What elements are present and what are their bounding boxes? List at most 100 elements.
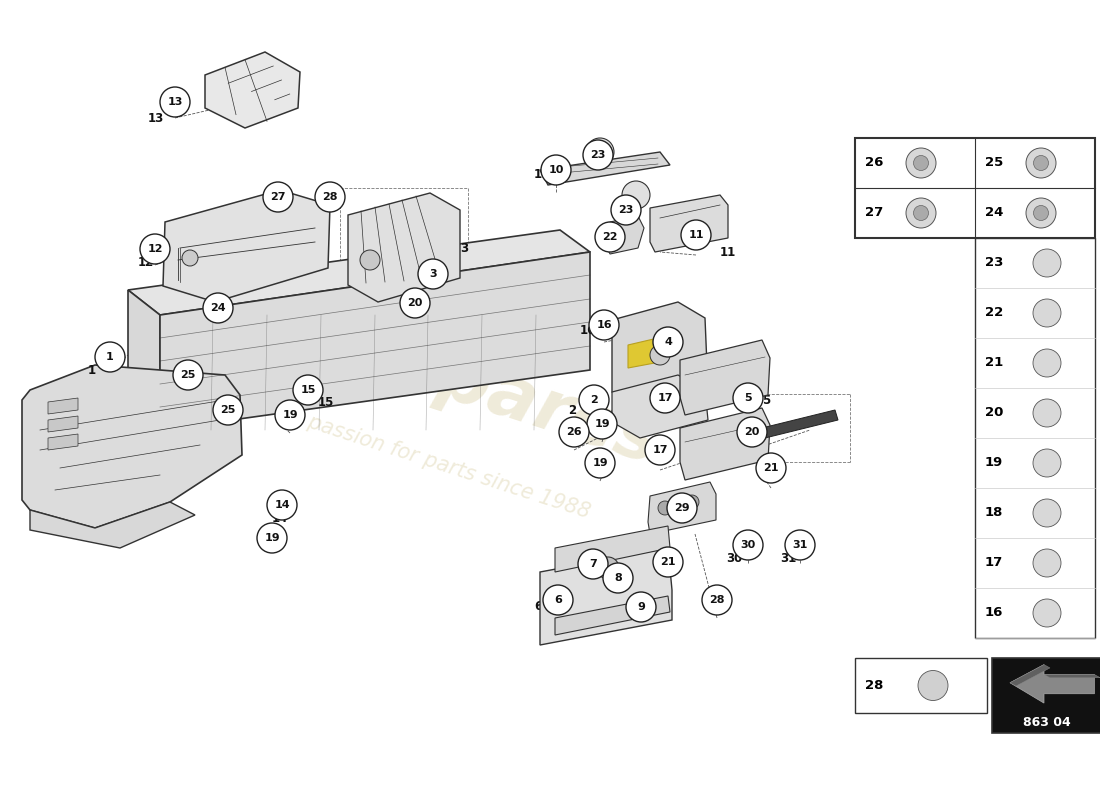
Text: 21: 21	[984, 357, 1003, 370]
Circle shape	[1026, 148, 1056, 178]
Text: 27: 27	[271, 192, 286, 202]
Circle shape	[541, 155, 571, 185]
Circle shape	[1033, 349, 1062, 377]
Text: 11: 11	[720, 246, 736, 258]
Bar	[855, 658, 987, 713]
Text: 29: 29	[674, 503, 690, 513]
Polygon shape	[556, 526, 670, 572]
Polygon shape	[680, 340, 770, 415]
Text: 31: 31	[792, 540, 807, 550]
Polygon shape	[1010, 665, 1050, 686]
Circle shape	[906, 148, 936, 178]
Text: 863 04: 863 04	[1023, 717, 1071, 730]
Polygon shape	[628, 338, 660, 368]
Circle shape	[739, 539, 757, 557]
Circle shape	[1033, 549, 1062, 577]
Polygon shape	[648, 482, 716, 534]
Circle shape	[182, 250, 198, 266]
Text: 17: 17	[658, 393, 673, 403]
Polygon shape	[30, 502, 195, 548]
Polygon shape	[556, 596, 670, 635]
Circle shape	[667, 493, 697, 523]
Circle shape	[579, 385, 609, 415]
Text: 28: 28	[865, 679, 883, 692]
Text: 30: 30	[726, 551, 742, 565]
Text: 23: 23	[618, 205, 634, 215]
Text: 15: 15	[300, 385, 316, 395]
Text: 7: 7	[590, 559, 597, 569]
Text: 12: 12	[138, 255, 154, 269]
Circle shape	[173, 360, 204, 390]
Text: 8: 8	[598, 586, 606, 598]
Text: 13: 13	[148, 111, 164, 125]
Polygon shape	[22, 365, 242, 528]
Circle shape	[275, 400, 305, 430]
Circle shape	[645, 435, 675, 465]
Circle shape	[650, 345, 670, 365]
Text: 12: 12	[147, 244, 163, 254]
Circle shape	[263, 182, 293, 212]
Text: 2: 2	[590, 395, 598, 405]
Polygon shape	[762, 410, 838, 438]
Text: ○: ○	[745, 545, 751, 551]
Circle shape	[578, 549, 608, 579]
Circle shape	[621, 181, 650, 209]
Text: 7: 7	[572, 549, 580, 562]
Text: 29: 29	[660, 518, 676, 530]
Polygon shape	[348, 193, 460, 302]
Text: 9: 9	[637, 602, 645, 612]
Circle shape	[626, 592, 656, 622]
Circle shape	[610, 195, 641, 225]
Polygon shape	[612, 375, 708, 438]
Circle shape	[650, 383, 680, 413]
Text: 5: 5	[745, 393, 751, 403]
Text: 2: 2	[568, 403, 576, 417]
Polygon shape	[680, 408, 770, 480]
Text: 24: 24	[984, 206, 1003, 219]
Circle shape	[418, 259, 448, 289]
Circle shape	[913, 155, 928, 170]
Text: 26: 26	[865, 157, 883, 170]
Circle shape	[213, 395, 243, 425]
Circle shape	[204, 293, 233, 323]
Text: 15: 15	[318, 395, 334, 409]
Text: a passion for parts since 1988: a passion for parts since 1988	[287, 406, 593, 522]
Circle shape	[1033, 249, 1062, 277]
Circle shape	[588, 310, 619, 340]
Circle shape	[315, 182, 345, 212]
Circle shape	[737, 417, 767, 447]
Polygon shape	[1044, 674, 1100, 678]
Circle shape	[1034, 155, 1048, 170]
Text: 19: 19	[594, 419, 609, 429]
Circle shape	[160, 87, 190, 117]
Text: 13: 13	[167, 97, 183, 107]
Circle shape	[1033, 499, 1062, 527]
Text: 17: 17	[652, 445, 668, 455]
Circle shape	[653, 547, 683, 577]
Circle shape	[95, 342, 125, 372]
Circle shape	[583, 140, 613, 170]
Polygon shape	[1010, 665, 1094, 703]
Circle shape	[913, 206, 928, 221]
Polygon shape	[604, 216, 644, 254]
Text: 6: 6	[554, 595, 562, 605]
Circle shape	[267, 490, 297, 520]
Text: 16: 16	[580, 323, 596, 337]
Polygon shape	[48, 416, 78, 432]
Circle shape	[595, 222, 625, 252]
Polygon shape	[128, 290, 160, 430]
Text: 17: 17	[984, 557, 1003, 570]
Text: 20: 20	[984, 406, 1003, 419]
Text: 25: 25	[220, 405, 235, 415]
Text: 28: 28	[710, 595, 725, 605]
Text: 14: 14	[272, 511, 288, 525]
Circle shape	[587, 409, 617, 439]
Circle shape	[1026, 198, 1056, 228]
Text: 23: 23	[591, 150, 606, 160]
Circle shape	[653, 327, 683, 357]
Text: 31: 31	[780, 551, 796, 565]
Text: 20: 20	[407, 298, 422, 308]
Polygon shape	[540, 548, 672, 645]
Circle shape	[1034, 206, 1048, 221]
Circle shape	[681, 220, 711, 250]
